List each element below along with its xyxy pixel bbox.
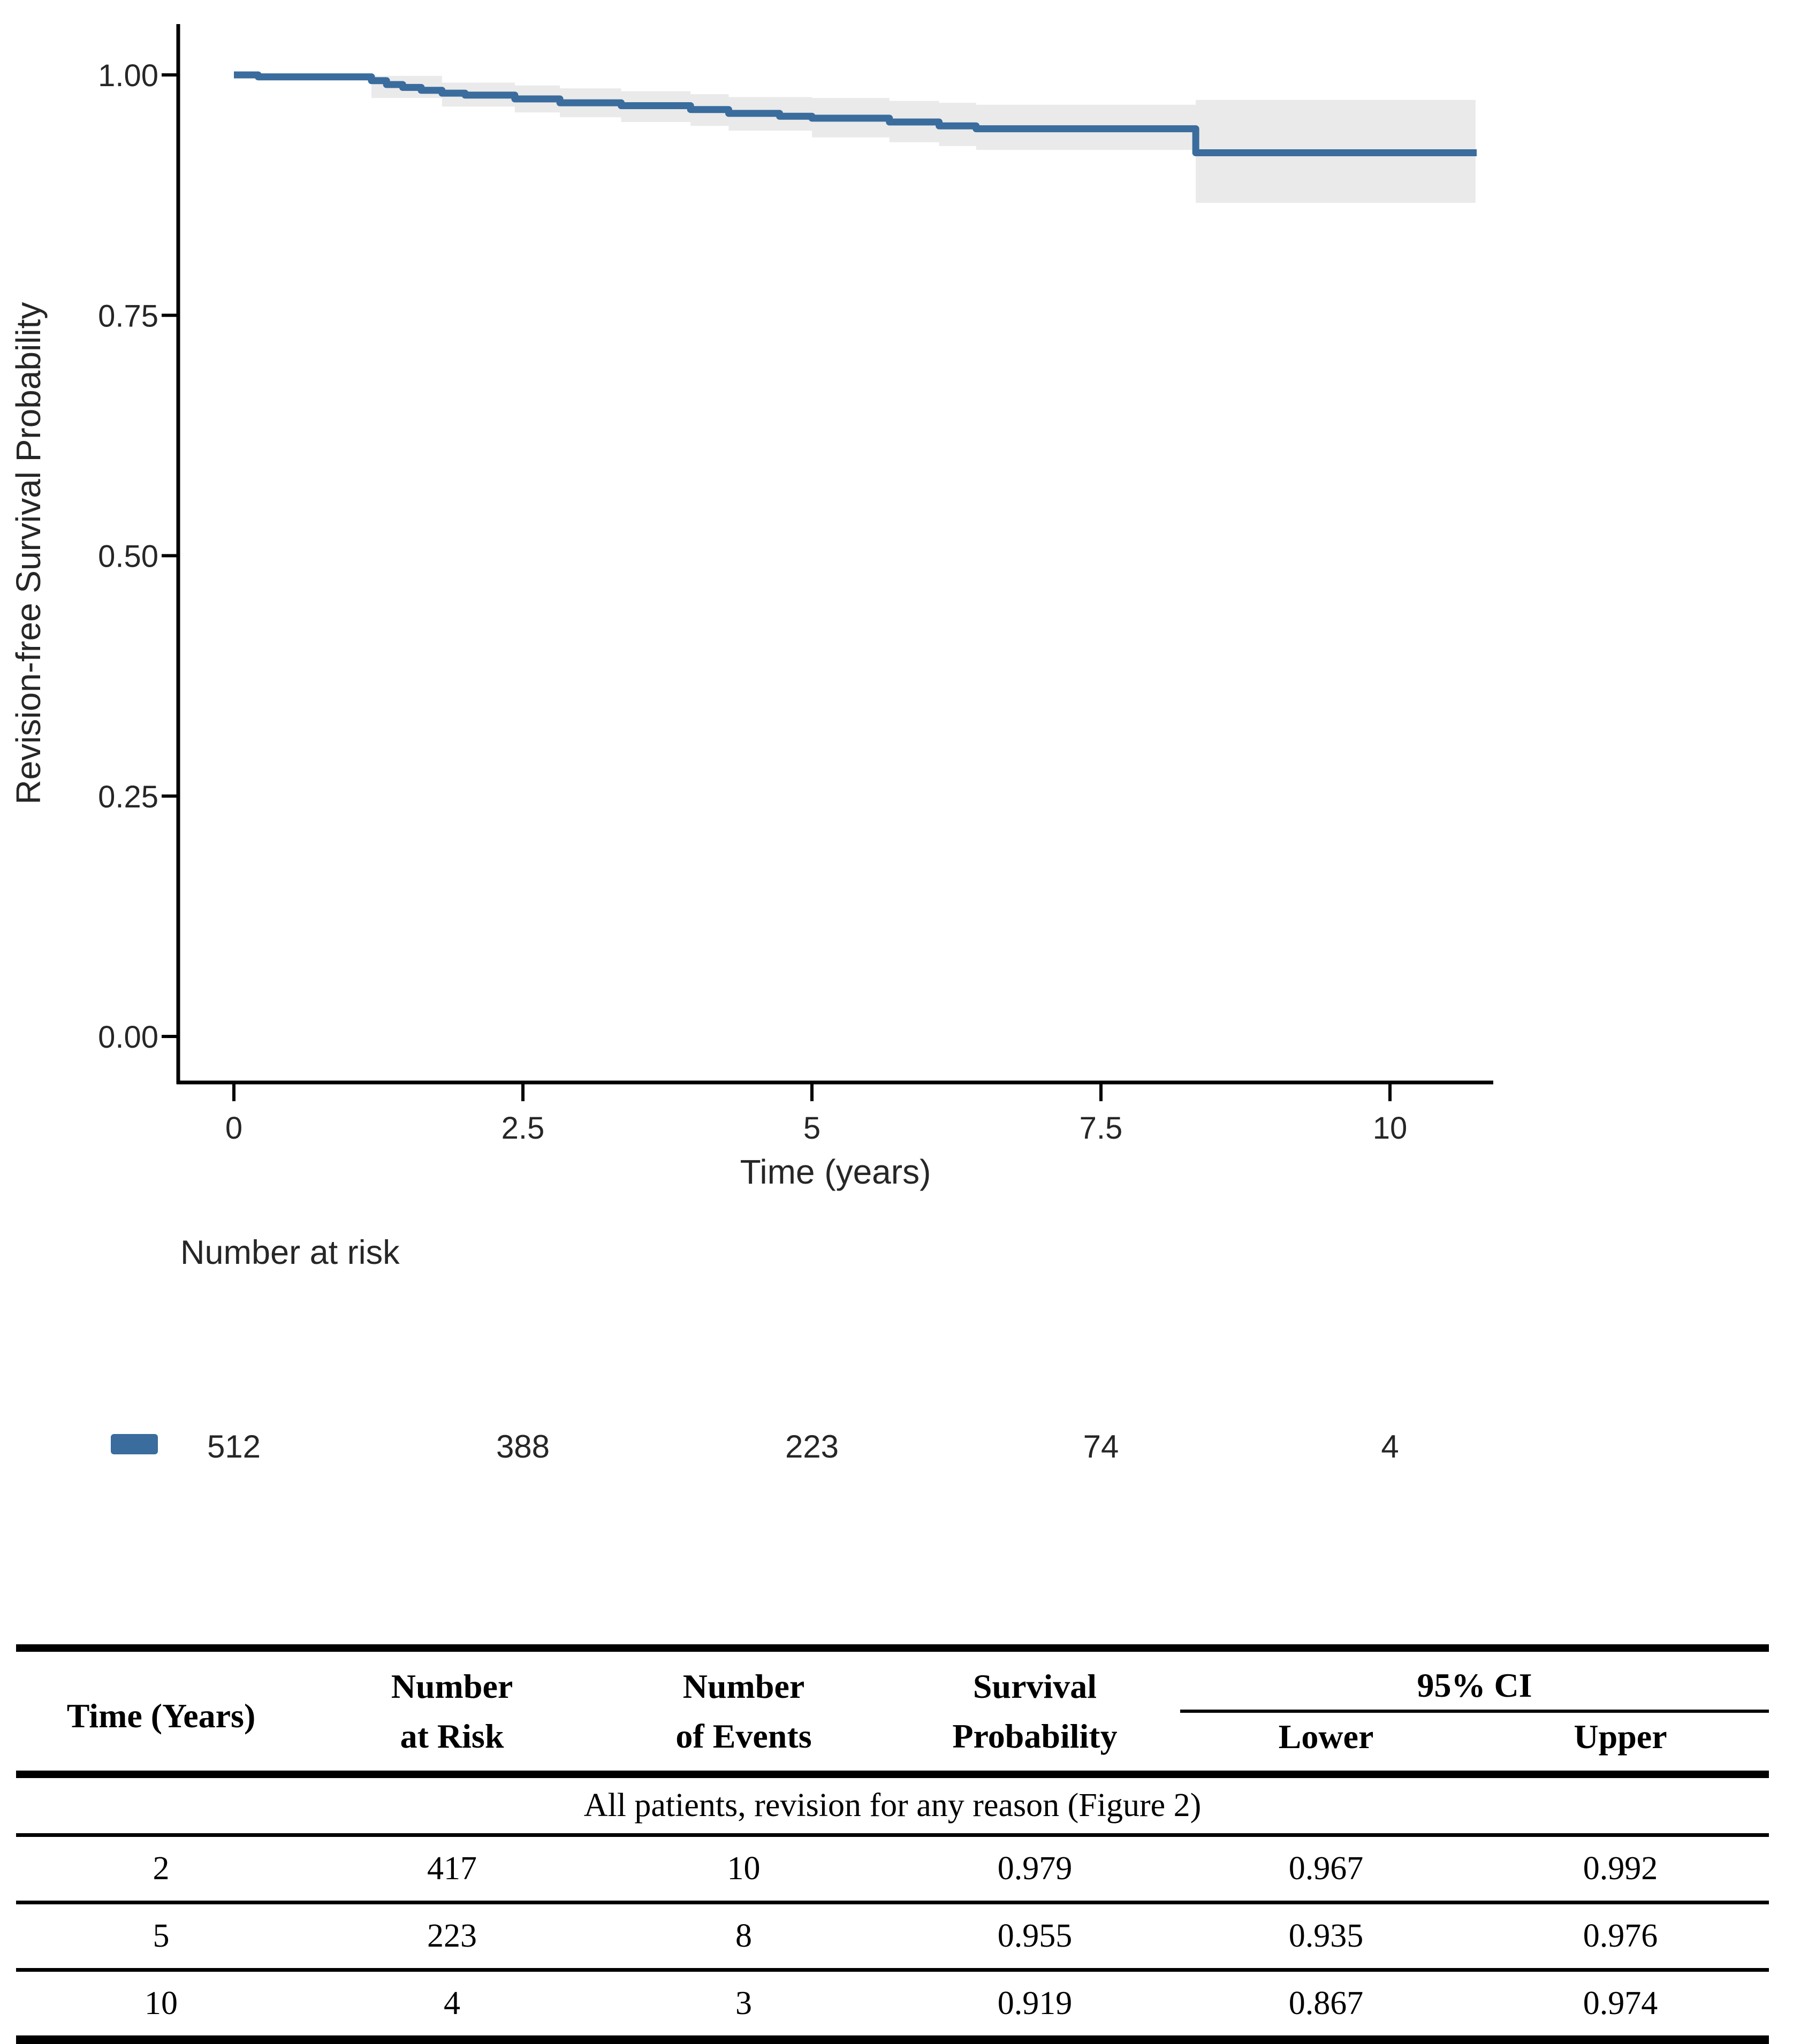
risk-count: 512: [207, 1429, 261, 1465]
table-header-row-2: at Risk of Events Probability Lower Uppe…: [16, 1711, 1769, 1778]
table-cell: 223: [306, 1902, 598, 1972]
table-row: 5 223 8 0.955 0.935 0.976: [16, 1902, 1769, 1972]
header-survival-probability-line1: Survival: [973, 1667, 1097, 1705]
x-tick-label: 10: [1373, 1111, 1408, 1146]
table-cell: 3: [735, 1985, 752, 2022]
y-tick-label: 1.00: [98, 58, 158, 93]
header-number-of-events-line2: of Events: [598, 1711, 890, 1778]
header-ci-upper: Upper: [1472, 1711, 1769, 1778]
header-survival-probability-line2: Probability: [890, 1711, 1180, 1778]
x-tick-label: 7.5: [1080, 1111, 1123, 1146]
survival-summary-table: Time (Years) Number Number Survival 95% …: [16, 1644, 1769, 2044]
table-cell: 0.919: [997, 1985, 1073, 2022]
header-number-at-risk-line2: at Risk: [306, 1711, 598, 1778]
table-cell: 5: [16, 1902, 306, 1972]
table-cell: 2: [16, 1835, 306, 1904]
table-header-row-1: Time (Years) Number Number Survival 95% …: [16, 1648, 1769, 1778]
table-cell: 0.976: [1472, 1902, 1769, 1972]
header-number-of-events-line1: Number: [682, 1667, 805, 1705]
table-cell: 0.935: [1180, 1902, 1472, 1972]
table-cell: 8: [598, 1902, 890, 1972]
table-cell: 0.867: [1288, 1985, 1364, 2022]
ci-ribbon: [258, 75, 1476, 203]
table-cell: 0.992: [1472, 1835, 1769, 1904]
risk-count: 74: [1083, 1429, 1119, 1465]
y-tick-label: 0.50: [98, 539, 158, 574]
y-tick-label: 0.75: [98, 299, 158, 333]
table-row: 2 417 10 0.979 0.967 0.992: [16, 1835, 1769, 1904]
x-tick-label: 2.5: [502, 1111, 545, 1146]
header-number-at-risk-line1: Number: [391, 1667, 513, 1705]
risk-count: 223: [785, 1429, 839, 1465]
table-cell: 0.979: [890, 1835, 1180, 1904]
header-time-years: Time (Years): [16, 1648, 306, 1778]
risk-count: 4: [1381, 1429, 1399, 1465]
y-tick-label: 0.00: [98, 1020, 158, 1055]
km-curve: [234, 71, 1477, 157]
table-cell: 417: [306, 1835, 598, 1904]
table-cell: 0.974: [1583, 1985, 1658, 2022]
number-at-risk-label: Number at risk: [180, 1234, 400, 1271]
risk-legend-key: [111, 1434, 158, 1454]
header-ci-lower: Lower: [1180, 1711, 1472, 1778]
header-95-ci: 95% CI: [1180, 1648, 1769, 1713]
x-tick-label: 0: [225, 1111, 242, 1146]
risk-count: 388: [496, 1429, 550, 1465]
y-tick-label: 0.25: [98, 780, 158, 814]
y-axis-title: Revision-free Survival Probability: [9, 302, 48, 804]
table-cell: 0.967: [1180, 1835, 1472, 1904]
table-cell: 0.955: [890, 1902, 1180, 1972]
table-cell: 10: [145, 1985, 178, 2022]
x-axis-title: Time (years): [740, 1153, 931, 1191]
table-cell: 4: [444, 1985, 460, 2022]
x-tick-label: 5: [803, 1111, 820, 1146]
group-label: All patients, revision for any reason (F…: [16, 1774, 1769, 1837]
km-survival-plot: 0 2.5 5 7.5 10 0.00 0.25 0.50 0.75 1.00 512 388 223 7…: [9, 24, 1493, 1465]
table-group-row: All patients, revision for any reason (F…: [16, 1774, 1769, 1837]
table-row: 10 4 3 0.919 0.867 0.974: [16, 1970, 1769, 2040]
table-cell: 10: [598, 1835, 890, 1904]
